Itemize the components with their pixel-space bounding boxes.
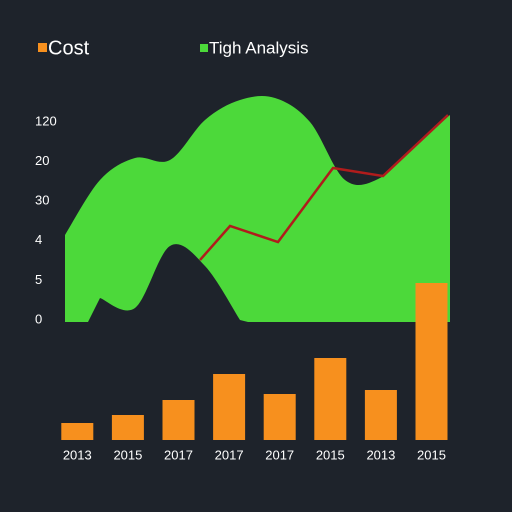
bar [364,390,397,440]
y-tick-label: 0 [35,311,42,326]
bar [263,394,296,440]
y-tick-label: 30 [35,193,49,208]
bar [415,283,448,440]
y-tick-label: 120 [35,113,57,128]
x-tick-label: 2015 [113,447,142,462]
y-tick-label: 5 [35,272,42,287]
bar [162,400,195,440]
bar [213,374,246,440]
legend-swatch [200,44,208,52]
line [199,114,449,261]
bar [61,423,94,440]
bar [314,358,347,440]
y-tick-label: 20 [35,153,49,168]
x-tick-label: 2013 [366,447,395,462]
legend-swatch [38,43,47,52]
x-tick-label: 2017 [215,447,244,462]
x-tick-label: 2017 [265,447,294,462]
bar [111,415,144,440]
x-tick-label: 2017 [164,447,193,462]
area-cutout [88,244,248,322]
y-tick-label: 4 [35,232,42,247]
legend-label: Tigh Analysis [209,38,309,57]
legend-label: Cost [48,37,90,59]
x-tick-label: 2013 [63,447,92,462]
x-tick-label: 2015 [417,447,446,462]
x-tick-label: 2015 [316,447,345,462]
